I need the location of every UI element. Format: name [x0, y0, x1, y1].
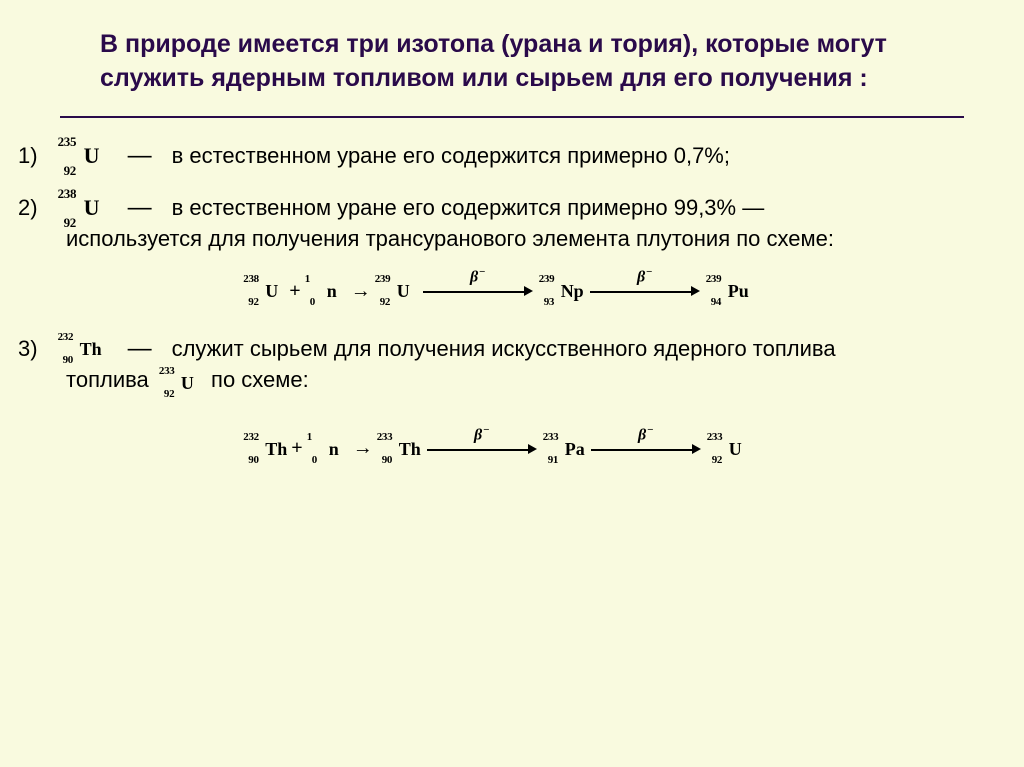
item-number: 1): [18, 141, 38, 171]
decay-label: β−: [474, 423, 489, 446]
nuclide-u235: 235 92 U: [58, 145, 108, 167]
arrow-icon: →: [351, 278, 371, 305]
title-block: В природе имеется три изотопа (урана и т…: [0, 0, 1024, 108]
decay-arrow-icon: β−: [590, 281, 700, 301]
page-title: В природе имеется три изотопа (урана и т…: [100, 28, 944, 96]
nuclide: 23390Th: [377, 440, 421, 458]
nuclide: 23993Np: [539, 282, 584, 300]
nuclide-u233: 233 92 U: [159, 374, 201, 392]
nuclide: 23992U: [375, 282, 417, 300]
item-number: 2): [18, 193, 38, 223]
item-text-cont: используется для получения трансурановог…: [18, 224, 974, 254]
nuclide-th232: 232 90 Th: [58, 340, 102, 358]
nuclide: 10n: [305, 282, 347, 300]
decay-arrow-icon: β−: [423, 281, 533, 301]
list-item: 1) 235 92 U — в естественном уране его с…: [18, 140, 974, 172]
decay-label: β−: [637, 265, 652, 288]
item-number: 3): [18, 334, 38, 364]
nuclide-u238: 238 92 U: [58, 197, 108, 219]
item-text-cont: топлива 233 92 U по схеме:: [18, 365, 974, 395]
item-text-start: в естественном уране его содержится прим…: [172, 193, 765, 223]
plus-sign: +: [291, 435, 302, 462]
decay-label: β−: [638, 423, 653, 446]
em-dash: —: [128, 192, 152, 224]
nuclide: 23994Pu: [706, 282, 749, 300]
reaction-2: 23290Th+10n→23390Th β− 23391Pa β− 23392U: [18, 435, 974, 462]
nuclide: 23391Pa: [543, 440, 585, 458]
nuclide: 23392U: [707, 440, 749, 458]
decay-label: β−: [470, 265, 485, 288]
decay-arrow-icon: β−: [591, 439, 701, 459]
em-dash: —: [128, 333, 152, 365]
item-text: служит сырьем для получения искусственно…: [172, 334, 836, 364]
decay-arrow-icon: β−: [427, 439, 537, 459]
nuclide: 23290Th: [243, 440, 287, 458]
plus-sign: +: [289, 278, 300, 305]
content: 1) 235 92 U — в естественном уране его с…: [0, 118, 1024, 463]
nuclide: 23892U: [243, 282, 285, 300]
item-text: в естественном уране его содержится прим…: [172, 141, 730, 171]
nuclide: 10n: [307, 440, 349, 458]
em-dash: —: [128, 140, 152, 172]
list-item: 3) 232 90 Th — служит сырьем для получен…: [18, 333, 974, 462]
arrow-icon: →: [353, 435, 373, 462]
reaction-1: 23892U+10n→23992U β− 23993Np β− 23994Pu: [18, 278, 974, 305]
list-item: 2) 238 92 U — в естественном уране его с…: [18, 192, 974, 305]
